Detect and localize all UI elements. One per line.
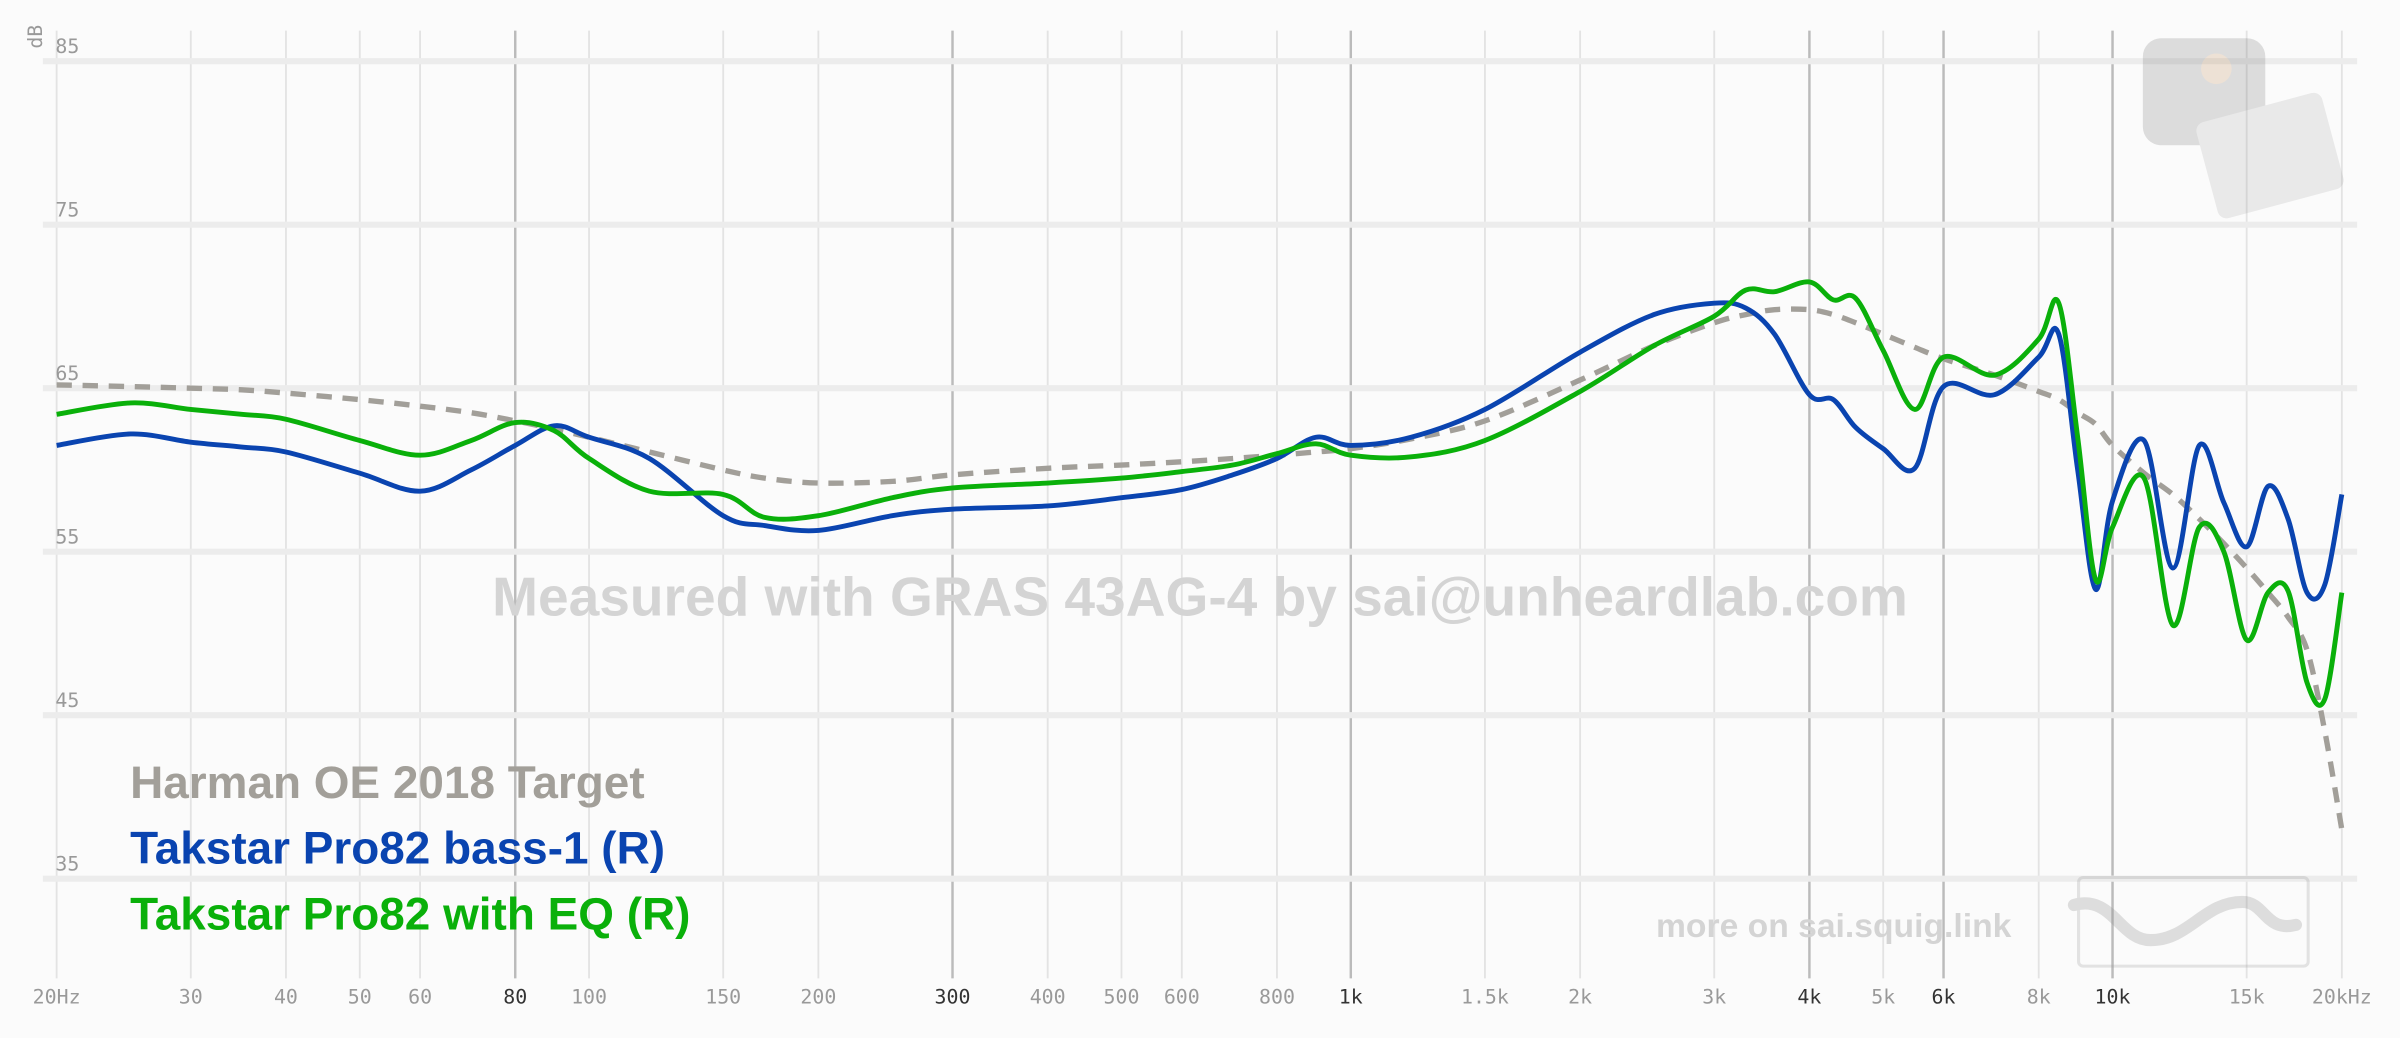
y-tick-label: 45 [55, 689, 79, 712]
x-tick-label: 100 [571, 986, 607, 1009]
footer-link: more on sai.squig.link [1656, 908, 2012, 945]
device-cup [2201, 53, 2232, 85]
y-tick-label: 55 [55, 525, 79, 548]
legend-entry: Takstar Pro82 bass-1 (R) [130, 822, 665, 874]
logo-squiggle [2067, 895, 2303, 947]
x-tick-label: 60 [408, 986, 432, 1009]
device-base [2196, 92, 2344, 219]
legend: Harman OE 2018 Target Takstar Pro82 bass-… [130, 756, 690, 939]
x-tick-label: 5k [1871, 986, 1895, 1009]
x-tick-label: 80 [503, 986, 527, 1009]
x-tick-label: 600 [1164, 986, 1200, 1009]
x-tick-label: 800 [1259, 986, 1295, 1009]
legend-entry: Harman OE 2018 Target [130, 756, 645, 808]
x-tick-label: 1.5k [1461, 986, 1509, 1009]
lines [56, 279, 2345, 831]
x-tick-label: 15k [2229, 986, 2265, 1009]
x-tick-label: 300 [935, 986, 971, 1009]
x-tick-label: 200 [800, 986, 836, 1009]
x-tick-label: 30 [179, 986, 203, 1009]
x-tick-label: 2k [1568, 986, 1592, 1009]
watermark: Measured with GRAS 43AG-4 by sai@unheard… [492, 565, 1908, 627]
y-tick-label: 35 [55, 852, 79, 875]
x-tick-label: 50 [348, 986, 372, 1009]
x-tick-label: 400 [1030, 986, 1066, 1009]
x-tick-label: 150 [705, 986, 741, 1009]
x-tick-label: 20Hz [33, 986, 81, 1009]
x-tick-label: 8k [2027, 986, 2051, 1009]
logo-frame [2077, 875, 2310, 968]
x-tick-label: 6k [1932, 986, 1956, 1009]
series-line [56, 279, 2345, 708]
y-tick-label: 65 [55, 362, 79, 385]
y-axis-label: dB [24, 25, 47, 49]
y-tick-label: 75 [55, 198, 79, 221]
legend-entry: Takstar Pro82 with EQ (R) [130, 887, 690, 939]
x-tick-label: 4k [1797, 986, 1821, 1009]
x-tick-label: 10k [2095, 986, 2131, 1009]
logo [2067, 875, 2310, 968]
x-tick-label: 40 [274, 986, 298, 1009]
x-tick-label: 1k [1339, 986, 1363, 1009]
y-tick-label: 85 [55, 35, 79, 58]
device-body [2142, 38, 2266, 146]
x-tick-label: 3k [1702, 986, 1726, 1009]
series-line [56, 306, 2345, 831]
x-tick-label: 20kHz [2312, 986, 2372, 1009]
device-image [2142, 38, 2344, 219]
x-tick-label: 500 [1104, 986, 1140, 1009]
series-line [56, 300, 2345, 602]
